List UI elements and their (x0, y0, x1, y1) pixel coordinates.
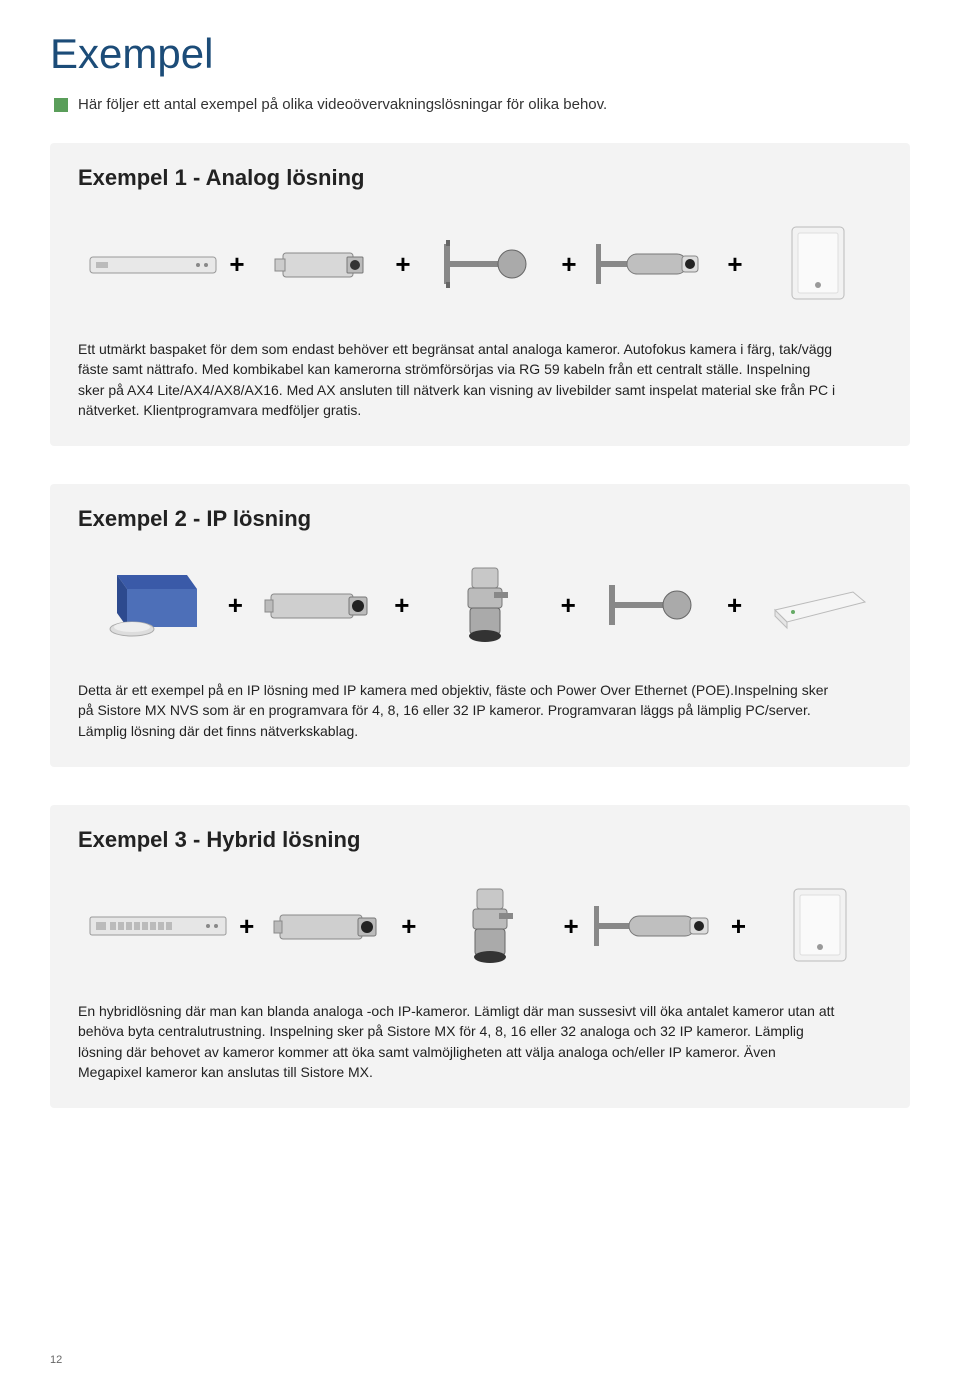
intro-text: Här följer ett antal exempel på olika vi… (78, 96, 607, 113)
plus-icon: + (391, 590, 413, 621)
example-block-1: Exempel 1 - Analog lösning + + (50, 143, 910, 446)
product-power-supply (754, 219, 882, 309)
product-row: + + + (78, 219, 882, 309)
product-software-box (88, 560, 216, 650)
page-number: 12 (50, 1354, 62, 1366)
example-description: Ett utmärkt baspaket för dem som endast … (78, 339, 838, 420)
plus-icon: + (224, 590, 246, 621)
example-description: Detta är ett exempel på en IP lösning me… (78, 680, 838, 741)
plus-icon: + (724, 249, 746, 280)
product-ip-camera (254, 560, 382, 650)
product-dvr-unit (88, 219, 218, 309)
plus-icon: + (724, 590, 746, 621)
plus-icon: + (392, 249, 414, 280)
product-bullet-camera (590, 881, 720, 971)
product-rack-dvr (88, 881, 228, 971)
product-row: + + + + (78, 560, 882, 650)
product-ip-camera (265, 881, 390, 971)
product-lens (428, 881, 553, 971)
product-box-camera (256, 219, 384, 309)
plus-icon: + (398, 911, 419, 942)
example-title: Exempel 2 - IP lösning (78, 506, 882, 532)
plus-icon: + (236, 911, 257, 942)
bullet-icon (54, 98, 68, 112)
product-bullet-camera (588, 219, 716, 309)
plus-icon: + (226, 249, 248, 280)
page-title: Exempel (50, 30, 910, 78)
plus-icon: + (728, 911, 749, 942)
product-row: + + + (78, 881, 882, 971)
example-description: En hybridlösning där man kan blanda anal… (78, 1001, 838, 1082)
example-block-3: Exempel 3 - Hybrid lösning + + (50, 805, 910, 1108)
plus-icon: + (558, 249, 580, 280)
product-wall-mount (587, 560, 715, 650)
product-power-supply (757, 881, 882, 971)
intro-row: Här följer ett antal exempel på olika vi… (50, 96, 910, 113)
example-title: Exempel 3 - Hybrid lösning (78, 827, 882, 853)
example-title: Exempel 1 - Analog lösning (78, 165, 882, 191)
plus-icon: + (560, 911, 581, 942)
plus-icon: + (557, 590, 579, 621)
example-block-2: Exempel 2 - IP lösning + + (50, 484, 910, 767)
product-poe-injector (754, 560, 882, 650)
product-lens (421, 560, 549, 650)
product-wall-mount (422, 219, 550, 309)
